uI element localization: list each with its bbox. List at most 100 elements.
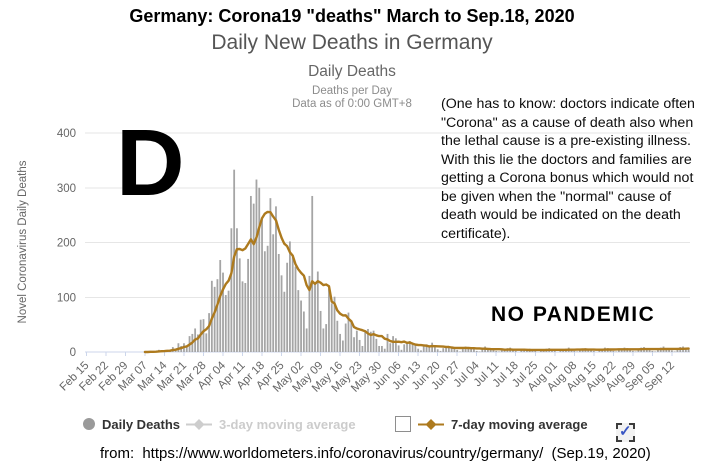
bar — [592, 350, 595, 352]
bar — [651, 350, 654, 352]
bar — [470, 347, 473, 352]
bar — [459, 351, 461, 352]
bar — [367, 329, 369, 352]
legend-item-3day-avg[interactable]: 3-day moving average — [186, 411, 356, 437]
bar — [654, 351, 657, 352]
bar — [355, 330, 358, 352]
bar — [445, 346, 447, 352]
bar — [258, 187, 261, 352]
bar — [442, 348, 445, 352]
bar — [629, 349, 631, 352]
checkbox-unchecked[interactable] — [395, 416, 411, 432]
y-tick-label: 300 — [57, 183, 76, 195]
checkmark-icon: ✓ — [619, 422, 632, 440]
page-title: Germany: Corona19 "deaths" March to Sep.… — [129, 6, 575, 26]
bar — [333, 296, 336, 352]
bar — [598, 349, 601, 352]
legend-item-7day-avg[interactable]: 7-day moving average — [395, 411, 588, 437]
bar — [670, 350, 673, 352]
bar — [269, 198, 272, 352]
chart-title: Daily New Deaths in Germany — [211, 31, 493, 54]
bar — [478, 351, 481, 352]
bar — [392, 336, 394, 352]
ma7-marker-icon — [418, 418, 444, 430]
bar — [213, 286, 216, 352]
bar — [657, 349, 659, 352]
bar — [297, 290, 300, 352]
bar — [294, 266, 297, 352]
bar — [520, 349, 523, 352]
legend-item-daily-deaths[interactable]: Daily Deaths — [83, 411, 180, 437]
bar — [344, 323, 347, 352]
bar — [425, 344, 428, 352]
bar — [275, 206, 277, 352]
chart-note-data-as-of: Data as of 0:00 GMT+8 — [292, 98, 412, 110]
bar — [316, 271, 319, 352]
bar — [475, 350, 478, 352]
bar — [300, 300, 302, 352]
y-tick-label: 400 — [57, 128, 76, 140]
bar — [406, 342, 408, 352]
bar — [219, 260, 222, 352]
bar — [266, 245, 269, 352]
bar — [394, 338, 397, 352]
bar — [314, 284, 316, 352]
bar — [648, 349, 651, 352]
bar — [277, 254, 280, 352]
bar — [514, 350, 517, 352]
bar — [687, 348, 690, 352]
bar — [364, 330, 367, 352]
legend-item-checked-box[interactable]: ✓ — [616, 419, 635, 445]
bar — [383, 348, 386, 352]
bar — [372, 330, 375, 352]
bar — [202, 319, 205, 352]
bar — [534, 350, 537, 352]
chart-legend: Daily Deaths 3-day moving average 7-day … — [0, 411, 704, 442]
annotation-side-note: (One has to know: doctors indicate often… — [441, 96, 695, 242]
bar — [414, 344, 417, 352]
bar — [325, 324, 328, 352]
bar — [378, 345, 381, 352]
bar — [302, 311, 305, 352]
bar — [336, 320, 339, 352]
ma7-line — [143, 210, 690, 354]
bar — [255, 179, 258, 352]
bar — [272, 234, 275, 352]
bar — [386, 333, 389, 352]
bar — [495, 350, 498, 352]
checkbox-checked[interactable]: ✓ — [616, 422, 635, 442]
bar — [618, 349, 620, 352]
bar — [185, 346, 188, 352]
annotation-no-pandemic: NO PANDEMIC — [491, 303, 656, 326]
bar — [381, 345, 383, 352]
bar — [375, 338, 378, 352]
annotation-big-letter-d: D — [116, 110, 185, 216]
bar — [637, 349, 640, 352]
bar — [450, 346, 453, 352]
y-tick-label: 0 — [70, 347, 76, 359]
ma3-marker-icon — [186, 418, 212, 430]
bar — [615, 351, 618, 352]
bar — [467, 347, 470, 352]
bar — [252, 203, 255, 352]
legend-label-7day-avg: 7-day moving average — [451, 416, 588, 432]
bar — [553, 350, 556, 352]
bar — [473, 348, 475, 352]
bar — [431, 342, 434, 352]
bar — [291, 257, 294, 352]
bar — [428, 345, 431, 352]
legend-label-daily-deaths: Daily Deaths — [102, 416, 181, 432]
bar — [439, 350, 442, 352]
bar — [244, 283, 247, 352]
bar — [408, 341, 411, 352]
source-line: from: https://www.worldometers.info/coro… — [100, 445, 655, 462]
bar — [397, 345, 400, 352]
legend-label-3day-avg: 3-day moving average — [219, 416, 356, 432]
bar — [222, 272, 224, 352]
bar — [347, 312, 350, 352]
bar — [311, 195, 314, 352]
bar — [500, 349, 503, 352]
bar — [249, 195, 252, 352]
